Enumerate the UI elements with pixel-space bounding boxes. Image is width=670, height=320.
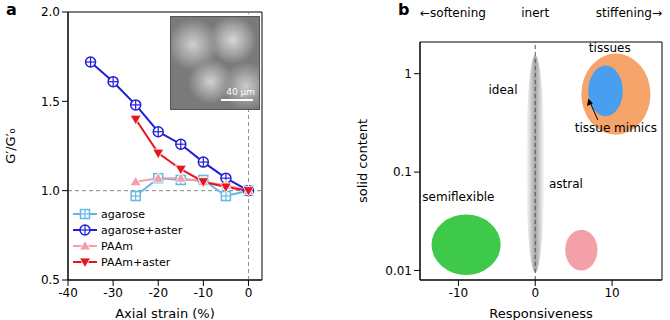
- svg-text:0: 0: [531, 286, 539, 300]
- html-text:40 μm: 40 μm: [226, 87, 255, 97]
- svg-text:-10: -10: [449, 286, 469, 300]
- html-text:PAAm: PAAm: [101, 239, 133, 253]
- svg-text:tissue mimics: tissue mimics: [575, 121, 657, 135]
- svg-text:0.01: 0.01: [385, 264, 412, 278]
- svg-text:Responsiveness: Responsiveness: [489, 306, 593, 320]
- svg-text:2.0: 2.0: [41, 5, 60, 19]
- svg-text:-10: -10: [194, 286, 214, 300]
- svg-text:0: 0: [245, 286, 253, 300]
- svg-text:10: 10: [604, 286, 619, 300]
- html-text:←softening: ←softening: [420, 6, 486, 20]
- html-text:stiffening→: stiffening→: [595, 6, 662, 20]
- html-text:inert: inert: [521, 6, 550, 20]
- svg-text:-30: -30: [103, 286, 123, 300]
- html-text:agarose: agarose: [101, 207, 145, 221]
- svg-text:1.5: 1.5: [41, 95, 60, 109]
- svg-text:G′/G′₀: G′/G′₀: [3, 128, 18, 164]
- svg-text:-40: -40: [58, 286, 78, 300]
- svg-text:solid content: solid content: [355, 119, 370, 203]
- svg-text:-20: -20: [148, 286, 168, 300]
- svg-text:1.0: 1.0: [41, 184, 60, 198]
- html-text:PAAm+aster: PAAm+aster: [101, 255, 171, 269]
- html-text:b: b: [398, 0, 410, 19]
- svg-text:semiflexible: semiflexible: [422, 190, 494, 204]
- svg-text:Axial strain (%): Axial strain (%): [115, 306, 215, 320]
- svg-text:astral: astral: [549, 177, 583, 191]
- svg-text:ideal: ideal: [488, 83, 517, 97]
- html-text:agarose+aster: agarose+aster: [101, 223, 183, 237]
- svg-text:0.5: 0.5: [41, 273, 60, 287]
- svg-text:1: 1: [404, 67, 412, 81]
- svg-text:tissues: tissues: [589, 42, 631, 55]
- svg-text:0.1: 0.1: [393, 165, 412, 179]
- html-text:a: a: [6, 0, 17, 19]
